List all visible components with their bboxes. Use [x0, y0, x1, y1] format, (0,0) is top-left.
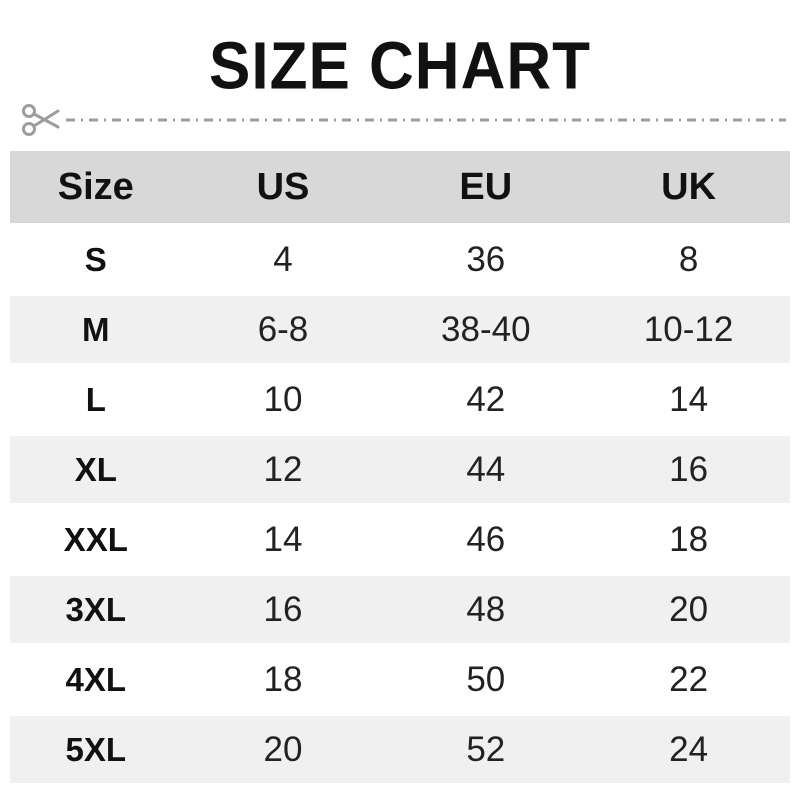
size-label: XL [10, 436, 182, 503]
eu-value: 50 [384, 646, 588, 713]
size-label: 5XL [10, 716, 182, 783]
scissors-icon [22, 104, 60, 136]
size-label: XXL [10, 506, 182, 573]
eu-value: 46 [384, 506, 588, 573]
size-label: L [10, 366, 182, 433]
us-value: 18 [181, 646, 385, 713]
us-value: 12 [181, 436, 385, 503]
table-row-m: M 6-8 38-40 10-12 [10, 296, 790, 363]
us-value: 10 [181, 366, 385, 433]
us-value: 6-8 [181, 296, 385, 363]
cut-line-divider [10, 98, 790, 142]
uk-value: 16 [587, 436, 790, 503]
uk-value: 14 [587, 366, 790, 433]
col-header-us: US [181, 151, 385, 223]
eu-value: 44 [384, 436, 588, 503]
us-value: 16 [181, 576, 385, 643]
col-header-uk: UK [587, 151, 790, 223]
page-title: SIZE CHART [209, 29, 591, 104]
uk-value: 22 [587, 646, 790, 713]
size-label: M [10, 296, 182, 363]
table-row-xl: XL 12 44 16 [10, 436, 790, 503]
size-chart-table: Size US EU UK S 4 36 8 M 6-8 38-40 10-12… [10, 148, 790, 786]
uk-value: 10-12 [587, 296, 790, 363]
size-label: 3XL [10, 576, 182, 643]
us-value: 20 [181, 716, 385, 783]
eu-value: 52 [384, 716, 588, 783]
table-header-row: Size US EU UK [10, 151, 790, 223]
us-value: 4 [181, 226, 385, 293]
uk-value: 8 [587, 226, 790, 293]
size-label: S [10, 226, 182, 293]
eu-value: 38-40 [384, 296, 588, 363]
uk-value: 20 [587, 576, 790, 643]
col-header-size: Size [10, 151, 182, 223]
col-header-eu: EU [384, 151, 588, 223]
table-row-xxl: XXL 14 46 18 [10, 506, 790, 573]
table-row-4xl: 4XL 18 50 22 [10, 646, 790, 713]
uk-value: 18 [587, 506, 790, 573]
us-value: 14 [181, 506, 385, 573]
uk-value: 24 [587, 716, 790, 783]
eu-value: 42 [384, 366, 588, 433]
table-row-l: L 10 42 14 [10, 366, 790, 433]
table-row-5xl: 5XL 20 52 24 [10, 716, 790, 783]
eu-value: 48 [384, 576, 588, 643]
table-row-s: S 4 36 8 [10, 226, 790, 293]
size-label: 4XL [10, 646, 182, 713]
eu-value: 36 [384, 226, 588, 293]
table-row-3xl: 3XL 16 48 20 [10, 576, 790, 643]
